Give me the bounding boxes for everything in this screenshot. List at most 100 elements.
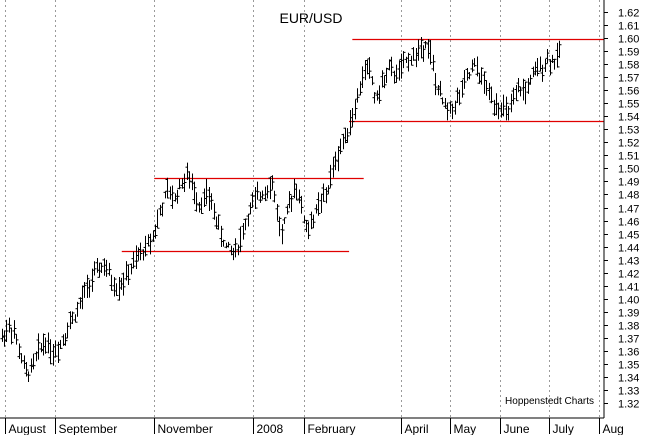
- price-bar-160: [389, 56, 394, 77]
- price-bar-162: [394, 64, 399, 83]
- x-tick-label-6: May: [454, 422, 477, 435]
- price-bar-144: [350, 108, 355, 127]
- price-bar-89: [216, 214, 221, 230]
- price-bar-189: [460, 79, 465, 98]
- price-bar-31: [75, 301, 80, 317]
- y-tick-label-0: 1.62: [618, 8, 639, 20]
- price-bar-29: [70, 311, 75, 325]
- price-bar-217: [528, 74, 533, 85]
- y-tick-label-15: 1.47: [618, 204, 639, 216]
- price-bar-2: [4, 319, 9, 343]
- price-bar-171: [416, 39, 421, 61]
- price-bar-6: [14, 333, 19, 345]
- price-bar-105: [255, 181, 260, 200]
- price-bar-18: [43, 337, 48, 354]
- price-bar-135: [328, 164, 333, 188]
- price-bar-55: [134, 245, 139, 270]
- price-bar-107: [260, 190, 265, 200]
- price-bar-194: [472, 58, 477, 67]
- price-bar-111: [270, 175, 275, 190]
- y-tick-label-26: 1.36: [618, 347, 639, 359]
- price-bar-47: [114, 283, 119, 296]
- price-bar-188: [457, 89, 462, 106]
- price-bar-143: [348, 110, 353, 136]
- y-tick-label-6: 1.56: [618, 86, 639, 98]
- price-bar-101: [246, 213, 251, 227]
- price-bar-137: [333, 151, 338, 171]
- x-tick-label-8: July: [553, 422, 574, 435]
- price-bar-142: [345, 128, 350, 143]
- price-bar-126: [306, 221, 311, 240]
- price-bar-228: [555, 42, 560, 68]
- price-bar-35: [85, 274, 90, 298]
- price-bar-117: [285, 205, 290, 215]
- chart-title: EUR/USD: [279, 10, 342, 26]
- price-bar-50: [121, 272, 126, 296]
- price-bar-198: [482, 71, 487, 94]
- price-bar-156: [380, 70, 385, 88]
- price-bar-184: [448, 101, 453, 114]
- y-tick-label-14: 1.48: [618, 190, 639, 202]
- price-bar-222: [540, 64, 545, 82]
- price-bar-181: [440, 97, 445, 105]
- price-bar-210: [511, 87, 516, 105]
- price-bar-139: [338, 138, 343, 155]
- price-bar-43: [104, 259, 109, 277]
- price-bar-211: [514, 84, 519, 102]
- price-bar-148: [360, 66, 365, 89]
- price-bar-26: [63, 333, 68, 346]
- price-bar-130: [316, 192, 321, 216]
- price-bar-113: [275, 204, 280, 221]
- x-tick-label-7: June: [504, 422, 530, 435]
- price-bar-152: [370, 76, 375, 86]
- price-bar-37: [90, 268, 95, 292]
- price-bar-64: [155, 209, 160, 229]
- price-bar-20: [48, 339, 53, 365]
- price-bar-157: [382, 75, 387, 89]
- price-bar-59: [143, 235, 148, 257]
- price-bar-11: [26, 371, 31, 383]
- price-bar-145: [353, 99, 358, 120]
- price-bar-176: [428, 40, 433, 65]
- price-bar-10: [24, 362, 29, 377]
- price-bar-174: [423, 40, 428, 49]
- price-bar-177: [431, 54, 436, 72]
- price-bar-27: [65, 322, 70, 339]
- price-bar-79: [192, 181, 197, 205]
- price-bar-17: [41, 333, 46, 356]
- price-bar-45: [109, 274, 114, 291]
- price-bar-151: [367, 57, 372, 79]
- y-tick-label-16: 1.46: [618, 217, 639, 229]
- price-bar-168: [409, 55, 414, 66]
- price-bar-114: [277, 216, 282, 237]
- price-bar-167: [406, 52, 411, 72]
- y-tick-label-9: 1.53: [618, 125, 639, 137]
- price-bar-57: [138, 242, 143, 261]
- price-bar-208: [506, 105, 511, 121]
- price-bar-70: [170, 185, 175, 209]
- price-bar-41: [99, 262, 104, 273]
- price-bar-213: [518, 86, 523, 97]
- y-tick-label-13: 1.49: [618, 177, 639, 189]
- y-tick-label-4: 1.58: [618, 60, 639, 72]
- y-tick-label-11: 1.51: [618, 151, 639, 163]
- price-bar-75: [182, 173, 187, 193]
- y-tick-label-5: 1.57: [618, 73, 639, 85]
- price-bar-66: [160, 202, 165, 217]
- price-bar-121: [294, 183, 299, 201]
- price-bar-104: [253, 186, 258, 210]
- y-tick-labels: 1.621.611.601.591.581.571.561.551.541.53…: [604, 8, 639, 411]
- chart-credit: Hoppenstedt Charts: [505, 396, 594, 407]
- price-bar-118: [287, 191, 292, 209]
- price-bar-96: [233, 238, 238, 258]
- price-bar-229: [557, 40, 562, 58]
- price-bar-38: [92, 261, 97, 276]
- price-bar-90: [219, 225, 224, 247]
- price-bar-87: [212, 203, 217, 220]
- price-bar-91: [221, 239, 226, 247]
- price-bar-68: [165, 177, 170, 199]
- price-bar-99: [241, 222, 246, 240]
- price-bar-206: [501, 94, 506, 117]
